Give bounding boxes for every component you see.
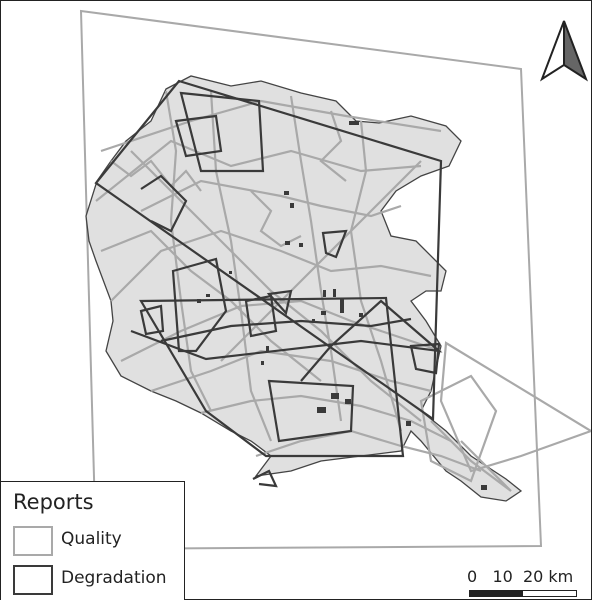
scale-bar-label: 0 10 20 km (467, 567, 574, 586)
scale-bar-segment (470, 591, 523, 596)
quality-report-shape (200, 394, 452, 442)
degradation-report-shape (321, 229, 348, 259)
legend-label-quality: Quality (61, 529, 122, 549)
degradation-report-shape (267, 379, 355, 443)
degradation-reports[interactable] (94, 79, 443, 488)
legend-label-degradation: Degradation (61, 568, 167, 588)
quality-report-shape (95, 139, 422, 202)
quality-report-shape (110, 229, 432, 302)
map-legend: Reports Quality Degradation (1, 481, 185, 600)
quality-reports[interactable] (95, 90, 591, 492)
legend-title: Reports (13, 490, 94, 514)
quality-report-shape (150, 349, 432, 393)
quality-report-shape (419, 374, 498, 483)
quality-report-shape (164, 90, 212, 412)
north-arrow-icon (539, 20, 589, 82)
scale-bar (469, 590, 577, 597)
quality-report-shape (289, 95, 343, 422)
quality-report-shape (430, 420, 512, 492)
degradation-report-shape (139, 304, 165, 336)
quality-report-shape (220, 160, 422, 362)
quality-report-shape (110, 159, 202, 192)
quality-report-shape (100, 99, 442, 153)
degradation-patches (197, 121, 487, 490)
quality-report-shape (140, 179, 402, 218)
degradation-report-shape (160, 317, 412, 343)
degradation-report-shape (266, 289, 293, 316)
degradation-report-shape (94, 79, 443, 422)
quality-report-shape (349, 120, 403, 432)
quality-report-shape (120, 299, 442, 362)
degradation-report-shape (174, 114, 223, 158)
quality-report-shape (439, 341, 591, 473)
legend-swatch-degradation (13, 565, 53, 595)
quality-report-shape (255, 429, 482, 473)
quality-report-shape (130, 150, 422, 422)
quality-report-shape (100, 229, 322, 382)
degradation-report-shape (139, 296, 405, 458)
quality-report-shape (319, 110, 347, 182)
degradation-report-shape (140, 174, 188, 233)
degradation-report-shape (252, 469, 278, 488)
degradation-report-shape (179, 91, 265, 173)
degradation-report-shape (409, 342, 441, 375)
quality-report-extent[interactable] (79, 9, 543, 551)
quality-report-shape (209, 90, 273, 442)
legend-swatch-quality (13, 526, 53, 556)
